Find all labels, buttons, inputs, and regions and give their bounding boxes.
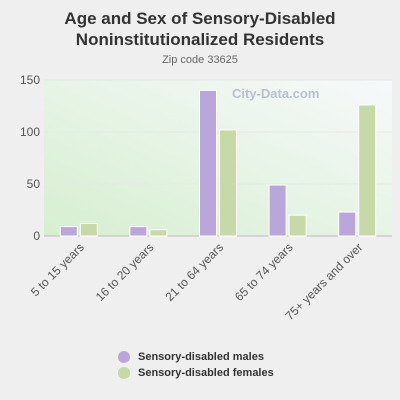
bar-females bbox=[149, 229, 168, 237]
legend-swatch-females bbox=[118, 367, 130, 379]
plot-area bbox=[44, 80, 392, 236]
legend-label-females: Sensory-disabled females bbox=[138, 367, 274, 379]
x-tick-label: 75+ years and over bbox=[283, 240, 366, 323]
bar-males bbox=[59, 226, 78, 237]
bar-males bbox=[338, 211, 357, 237]
x-tick-label: 21 to 64 years bbox=[162, 240, 226, 304]
chart-title: Age and Sex of Sensory-Disabled Noninsti… bbox=[64, 9, 336, 49]
bar-females bbox=[219, 129, 237, 237]
legend-swatch-males bbox=[118, 351, 130, 363]
legend-item-females: Sensory-disabled females bbox=[118, 365, 274, 381]
watermark-text: City-Data.com bbox=[232, 86, 320, 101]
y-tick-label: 0 bbox=[33, 229, 40, 243]
bar-males bbox=[129, 226, 148, 237]
watermark: City-Data.com bbox=[232, 86, 319, 101]
x-tick-label: 16 to 20 years bbox=[93, 240, 157, 304]
legend-item-males: Sensory-disabled males bbox=[118, 349, 274, 365]
bar-females bbox=[79, 223, 98, 237]
bar-females bbox=[358, 104, 377, 237]
bar-males bbox=[268, 184, 287, 237]
x-tick-label: 65 to 74 years bbox=[232, 240, 296, 304]
y-tick-label: 100 bbox=[20, 125, 40, 139]
bar-females bbox=[288, 214, 307, 237]
legend-label-males: Sensory-disabled males bbox=[138, 351, 264, 363]
y-tick-label: 50 bbox=[27, 177, 41, 191]
legend: Sensory-disabled males Sensory-disabled … bbox=[118, 349, 274, 381]
chart-subtitle: Zip code 33625 bbox=[162, 54, 238, 66]
x-tick-label: 5 to 15 years bbox=[28, 240, 87, 299]
y-tick-label: 150 bbox=[20, 73, 40, 87]
bar-males bbox=[199, 89, 217, 237]
